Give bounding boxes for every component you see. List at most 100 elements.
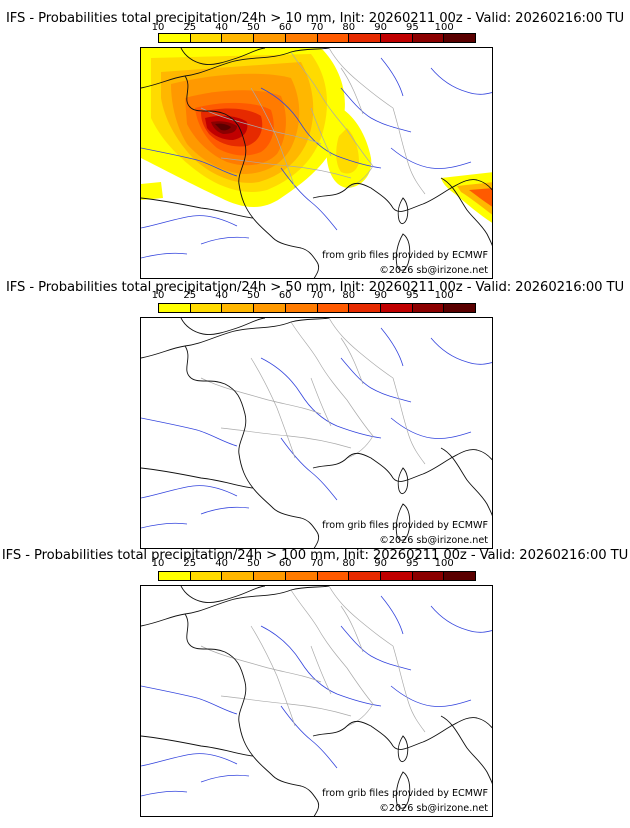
colorbar-swatch [317,304,350,312]
river-line [280,705,338,769]
colorbar-tick: 50 [247,290,260,301]
river-line [141,215,238,229]
region-border [250,357,296,459]
colorbar-swatch [412,34,445,42]
region-border [346,703,374,727]
colorbar-swatch [349,572,381,580]
borders-layer [200,48,426,195]
river-line [380,595,404,635]
colorbar-swatch [317,572,350,580]
coastline [440,447,492,517]
colorbar-tick: 90 [374,558,387,569]
river-line [141,485,238,499]
river-line [380,57,404,97]
colorbar-tick: 70 [310,290,324,301]
region-border [310,107,332,157]
sardinia-island [395,233,411,271]
colorbar-tick: 40 [215,22,228,33]
region-border [392,377,426,465]
colorbar-swatch [159,572,191,580]
colorbar-swatch [159,34,191,42]
forecast-panel-10mm: IFS - Probabilities total precipitation/… [0,0,630,280]
coastline [312,179,492,212]
colorbar-swatch [380,34,413,42]
coastline-layer [141,318,492,548]
region-border [346,435,374,459]
river-line [141,790,188,797]
coastline [141,48,330,278]
colorbar-swatch [349,304,381,312]
colorbar [158,33,476,43]
colorbar-swatch [412,572,445,580]
river-line [260,357,382,439]
copyright-label: ©2026 sb@irizone.net [379,265,488,276]
rivers-layer [141,327,492,529]
colorbar-tick: 40 [215,290,228,301]
coastline [312,449,492,482]
colorbar-swatch [317,34,350,42]
region-border [340,605,364,653]
colorbar-tick: 10 [151,558,165,569]
colorbar-tick: 70 [310,558,324,569]
colorbar-tick-labels: 10 25 40 50 60 70 80 90 95 100 [152,290,476,301]
colorbar-tick: 80 [342,558,356,569]
copyright-label: ©2026 sb@irizone.net [379,803,488,814]
river-line [200,236,250,245]
region-border [220,695,352,717]
panel-title: IFS - Probabilities total precipitation/… [5,280,625,295]
map-france-10mm [141,48,492,278]
river-line [200,506,250,515]
colorbar-tick-labels: 10 25 40 50 60 70 80 90 95 100 [152,22,476,33]
river-line [260,87,382,169]
river-line [200,774,250,783]
map-france-100mm [141,586,492,816]
river-line [380,327,404,367]
region-border [250,87,296,189]
region-border [346,165,374,189]
river-line [430,337,492,365]
colorbar-tick: 80 [342,22,356,33]
colorbar-tick: 70 [310,22,324,33]
river-line [390,147,472,169]
colorbar-swatch [444,572,476,580]
river-line [390,685,472,707]
region-border [220,427,352,449]
colorbar-tick: 95 [406,22,419,33]
colorbar-swatch [285,34,318,42]
colorbar-swatch [222,304,255,312]
borders-layer [200,318,426,465]
rivers-layer [141,595,492,797]
coastline [180,586,266,603]
river-line [390,417,472,439]
river-line [141,522,188,529]
colorbar-swatch [444,304,476,312]
region-border [200,645,322,683]
rivers-layer [141,57,492,259]
coastline [141,735,254,757]
colorbar-tick: 40 [215,558,228,569]
colorbar-swatch [444,34,476,42]
corsica-island [397,467,409,495]
source-credit: from grib files provided by ECMWF [322,788,488,799]
region-border [200,377,322,415]
map-frame: from grib files provided by ECMWF ©2026 … [140,585,493,817]
precip-shading [141,48,492,223]
region-border [392,107,426,195]
map-frame: from grib files provided by ECMWF ©2026 … [140,317,493,549]
region-border [340,337,364,385]
coastline [141,586,330,816]
forecast-panel-50mm: IFS - Probabilities total precipitation/… [0,268,630,549]
colorbar-swatch [222,572,255,580]
region-border [220,157,352,179]
colorbar-swatch [380,572,413,580]
colorbar-tick: 10 [151,290,165,301]
region-border [328,586,394,647]
sardinia-island [395,503,411,541]
coastline [180,318,266,335]
region-border [290,321,374,437]
coastline [180,48,266,65]
panel-title: IFS - Probabilities total precipitation/… [1,548,629,563]
source-credit: from grib files provided by ECMWF [322,520,488,531]
river-line [340,357,412,403]
colorbar-tick: 100 [434,558,454,569]
